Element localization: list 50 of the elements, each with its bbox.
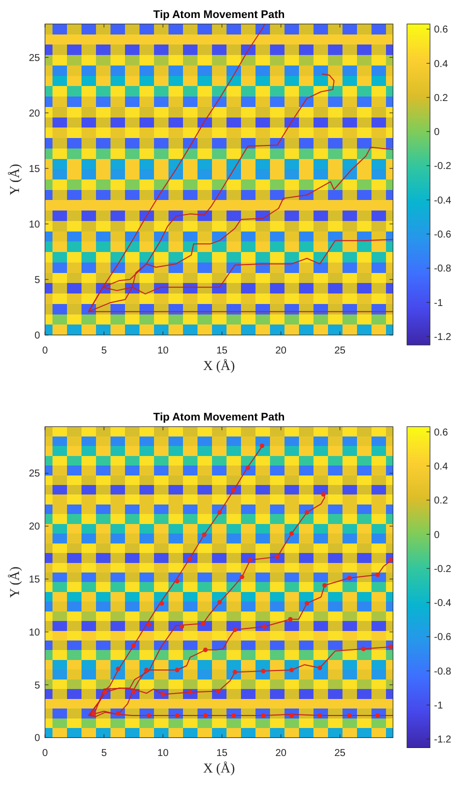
x-tick-label: 5 — [101, 748, 108, 760]
x-tick-label: 0 — [42, 346, 48, 356]
x-tick-label: 25 — [334, 346, 346, 356]
y-tick-label: 5 — [34, 680, 40, 692]
color-bar-label: -1.2 — [434, 332, 452, 343]
y-tick-label: 0 — [34, 330, 40, 342]
y-tick-label: 25 — [28, 468, 40, 480]
color-bar-label: -1 — [434, 298, 444, 309]
y-tick-label: 15 — [28, 574, 40, 586]
color-bar-label: -0.8 — [434, 666, 452, 678]
y-tick-label: 20 — [28, 108, 40, 120]
x-axis-title: X (Å) — [203, 760, 235, 776]
color-bar-label: 0 — [434, 127, 440, 138]
x-tick-label: 0 — [42, 748, 48, 760]
y-tick-label: 10 — [28, 219, 40, 230]
color-bar-label: 0.2 — [434, 92, 448, 104]
color-bar-label: 0.2 — [434, 496, 448, 507]
color-bar-label: -0.4 — [434, 195, 452, 206]
color-bar-label: -0.8 — [434, 264, 452, 275]
y-tick-label: 10 — [28, 627, 40, 638]
chart-title: Tip Atom Movement Path — [153, 412, 285, 424]
x-tick-label: 20 — [275, 748, 287, 760]
x-tick-label: 25 — [334, 748, 346, 760]
color-bar-label: -0.2 — [434, 564, 452, 575]
color-bar-label: -0.6 — [434, 230, 452, 241]
chart-title: Tip Atom Movement Path — [153, 9, 285, 21]
y-tick-label: 15 — [28, 164, 40, 175]
x-tick-label: 10 — [157, 346, 169, 356]
color-bar-label: 0.4 — [434, 461, 448, 472]
x-axis-title: X (Å) — [203, 358, 235, 373]
x-tick-label: 15 — [216, 346, 228, 356]
color-bar-label: -0.2 — [434, 161, 452, 172]
y-tick-label: 25 — [28, 52, 40, 64]
x-tick-label: 10 — [157, 748, 169, 760]
y-tick-label: 5 — [34, 274, 40, 286]
x-tick-label: 20 — [275, 346, 287, 356]
color-bar-label: 0 — [434, 530, 440, 541]
y-axis-title: Y (Å) — [7, 164, 22, 196]
x-tick-label: 5 — [101, 346, 108, 356]
color-bar-label: -0.4 — [434, 598, 452, 610]
y-tick-label: 0 — [34, 733, 40, 744]
x-tick-label: 15 — [216, 748, 228, 760]
color-bar-label: 0.4 — [434, 58, 448, 70]
color-bar-label: -1 — [434, 700, 444, 712]
color-bar-label: -0.6 — [434, 632, 452, 644]
color-bar-label: 0.6 — [434, 24, 448, 36]
color-bar-label: -1.2 — [434, 734, 452, 746]
y-axis-title: Y (Å) — [7, 566, 22, 598]
color-bar-label: 0.6 — [434, 427, 448, 438]
y-tick-label: 20 — [28, 522, 40, 533]
